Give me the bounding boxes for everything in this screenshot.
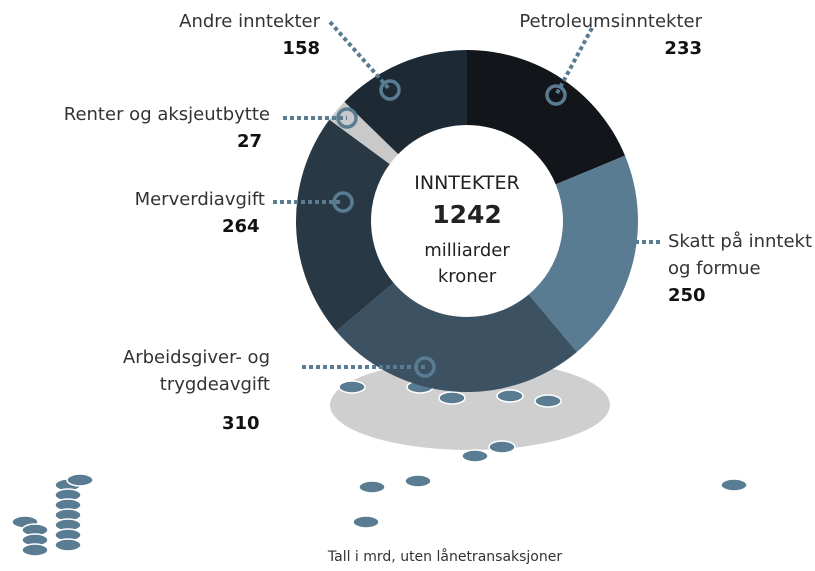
category-label: Renter og aksjeutbytte <box>20 101 270 128</box>
leader-line <box>330 22 390 90</box>
category-label: Andre inntekter <box>100 8 320 35</box>
donut-segment <box>467 50 625 184</box>
leader-line <box>556 28 592 95</box>
category-label: Merverdiavgift <box>60 186 265 213</box>
center-title: INNTEKTER <box>387 172 547 194</box>
value-label: 27 <box>237 131 262 152</box>
center-total: 1242 <box>387 200 547 229</box>
value-label: 264 <box>222 216 260 237</box>
category-label: Skatt på inntekt og formue <box>668 228 815 282</box>
value-label: 158 <box>220 38 320 59</box>
footnote: Tall i mrd, uten lånetransaksjoner <box>327 548 562 565</box>
value-label: 250 <box>668 285 706 306</box>
value-label: 310 <box>222 413 260 434</box>
value-label: 233 <box>602 38 702 59</box>
center-unit: milliarder kroner <box>412 238 522 290</box>
category-label: Petroleumsinntekter <box>480 8 702 35</box>
category-label: Arbeidsgiver- og trygdeavgift <box>100 344 270 398</box>
infographic: Tall i mrd, uten lånetransaksjoner INNTE… <box>0 0 815 571</box>
